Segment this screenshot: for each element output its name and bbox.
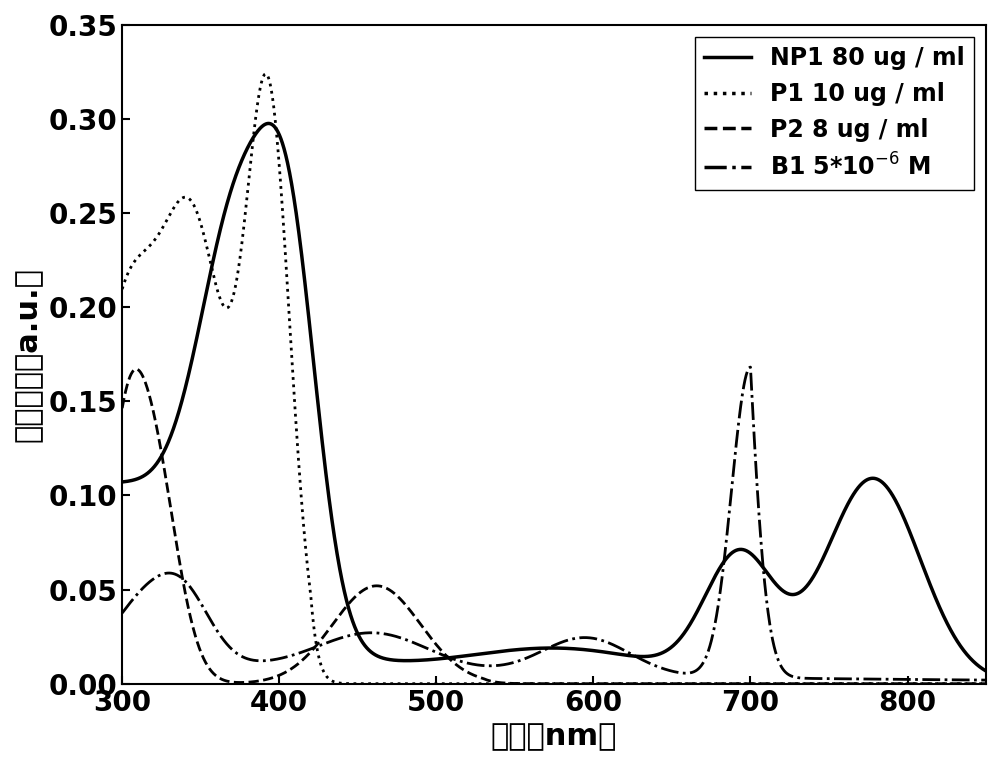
Line: P2 8 ug / ml: P2 8 ug / ml xyxy=(122,369,986,684)
B1 5*10$^{-6}$ M xyxy=(266,656,278,665)
Legend: NP1 80 ug / ml, P1 10 ug / ml, P2 8 ug / ml, B1 5*10$^{-6}$ M: NP1 80 ug / ml, P1 10 ug / ml, P2 8 ug /… xyxy=(695,37,974,190)
P1 10 ug / ml xyxy=(963,679,975,689)
P2 8 ug / ml xyxy=(116,404,128,413)
P1 10 ug / ml xyxy=(260,69,272,78)
NP1 80 ug / ml xyxy=(263,119,275,128)
Line: B1 5*10$^{-6}$ M: B1 5*10$^{-6}$ M xyxy=(122,367,986,680)
P2 8 ug / ml xyxy=(266,673,278,682)
P2 8 ug / ml xyxy=(963,679,975,689)
B1 5*10$^{-6}$ M xyxy=(744,363,756,372)
B1 5*10$^{-6}$ M xyxy=(870,675,882,684)
P1 10 ug / ml xyxy=(980,679,992,689)
NP1 80 ug / ml xyxy=(116,477,128,487)
NP1 80 ug / ml xyxy=(266,120,278,129)
X-axis label: 波长（nm）: 波长（nm） xyxy=(491,722,617,751)
P1 10 ug / ml xyxy=(448,679,460,689)
NP1 80 ug / ml xyxy=(215,223,227,233)
P1 10 ug / ml xyxy=(870,679,882,689)
B1 5*10$^{-6}$ M xyxy=(215,631,227,640)
NP1 80 ug / ml xyxy=(448,653,460,662)
B1 5*10$^{-6}$ M xyxy=(980,675,992,685)
P1 10 ug / ml xyxy=(266,92,278,101)
P2 8 ug / ml xyxy=(870,679,882,689)
NP1 80 ug / ml xyxy=(870,474,882,483)
P2 8 ug / ml xyxy=(485,676,497,685)
Line: NP1 80 ug / ml: NP1 80 ug / ml xyxy=(122,123,986,671)
NP1 80 ug / ml xyxy=(963,653,975,662)
B1 5*10$^{-6}$ M xyxy=(116,608,128,617)
B1 5*10$^{-6}$ M xyxy=(447,654,459,663)
Y-axis label: 吸收强度（a.u.）: 吸收强度（a.u.） xyxy=(14,267,43,441)
NP1 80 ug / ml xyxy=(980,666,992,675)
P1 10 ug / ml xyxy=(215,295,227,304)
Line: P1 10 ug / ml: P1 10 ug / ml xyxy=(122,73,986,684)
P1 10 ug / ml xyxy=(116,285,128,294)
P2 8 ug / ml xyxy=(448,658,460,667)
NP1 80 ug / ml xyxy=(485,648,497,657)
P1 10 ug / ml xyxy=(485,679,497,689)
P2 8 ug / ml xyxy=(215,674,227,683)
P2 8 ug / ml xyxy=(130,365,142,374)
B1 5*10$^{-6}$ M xyxy=(485,661,497,670)
B1 5*10$^{-6}$ M xyxy=(963,675,975,685)
P2 8 ug / ml xyxy=(980,679,992,689)
